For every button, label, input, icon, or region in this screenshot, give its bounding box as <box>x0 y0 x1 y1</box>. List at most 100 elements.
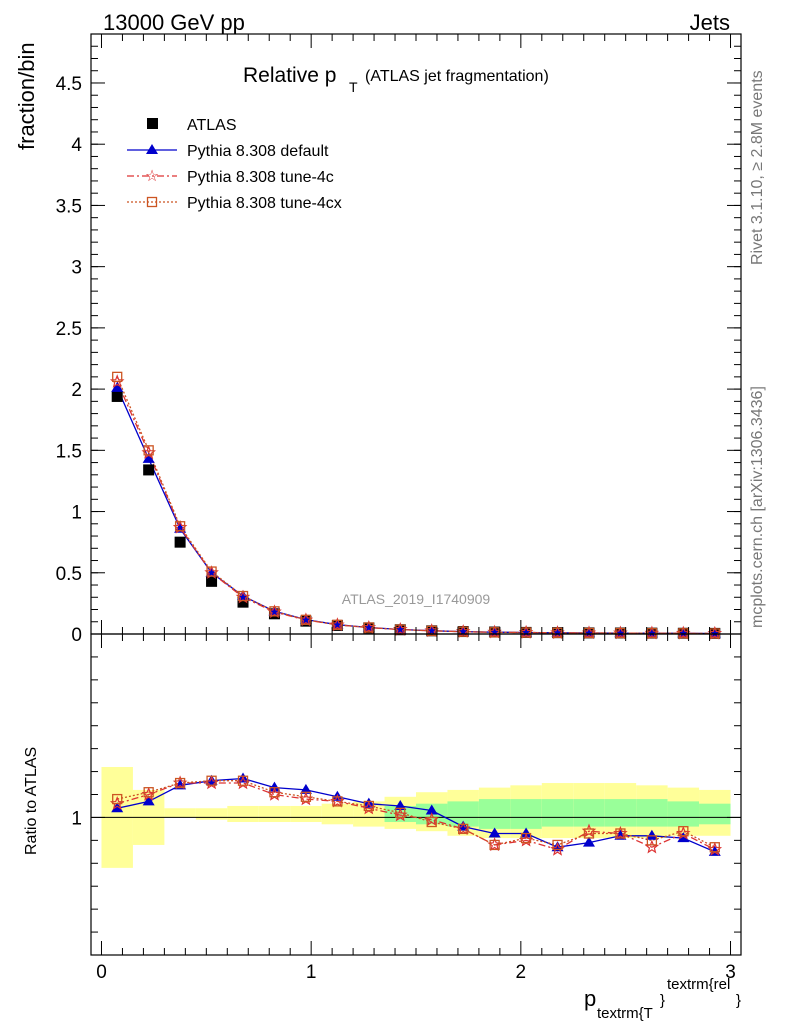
chart-title-rest: (ATLAS jet fragmentation) <box>365 68 549 85</box>
data-point-tune-4cx <box>646 628 658 639</box>
x-tick-label: 1 <box>306 962 317 983</box>
ratio-point-default <box>111 802 124 813</box>
y-tick-label: 0 <box>71 625 82 646</box>
data-point-default <box>111 381 124 392</box>
data-point-tune-4cx <box>583 627 595 639</box>
ratio-band-stat <box>478 799 511 829</box>
ratio-band-stat <box>573 799 605 827</box>
y-tick-label: 4.5 <box>56 74 82 95</box>
ratio-point-default <box>645 829 658 840</box>
x-axis-label-subscript: textrm{T <box>597 1005 653 1022</box>
ratio-band-stat <box>541 799 574 827</box>
legend-entry-atlas: ATLAS <box>147 117 237 134</box>
ratio-point-default <box>425 804 438 815</box>
y-tick-label: 0.5 <box>56 564 82 585</box>
ratio-point-tune-4cx <box>395 807 406 818</box>
ratio-point-default <box>142 795 155 806</box>
data-point-atlas <box>237 596 249 608</box>
ratio-point-tune-4cx <box>206 775 217 786</box>
ratio-point-tune-4cx <box>615 828 626 839</box>
y-tick-label: 4 <box>71 135 82 156</box>
ratio-point-tune-4cx <box>363 800 374 812</box>
chart-title-main: Relative p <box>243 64 336 87</box>
data-point-tune-4cx <box>332 619 343 630</box>
ratio-point-tune-4cx <box>646 835 658 846</box>
analysis-watermark: ATLAS_2019_I1740909 <box>342 591 491 607</box>
legend-entry-tune-4c: ☆ Pythia 8.308 tune-4c <box>127 166 334 186</box>
ratio-point-tune-4cx <box>174 777 186 789</box>
ratio-point-tune-4cx <box>237 775 249 786</box>
y-tick-label: 3.5 <box>56 196 82 217</box>
x-axis-label-superscript-close: } <box>736 992 741 1009</box>
legend-entry-default: Pythia 8.308 default <box>127 143 329 160</box>
ratio-band-total <box>164 808 196 818</box>
ratio-band-stat <box>699 803 731 825</box>
legend-label-tune-4cx: Pythia 8.308 tune-4cx <box>187 195 342 212</box>
x-axis-label-main: p <box>584 986 596 1011</box>
ratio-point-tune-4cx <box>269 787 280 798</box>
ratio-band-stat <box>384 805 416 823</box>
data-point-tune-4cx <box>520 627 532 638</box>
data-point-tune-4cx <box>112 371 123 383</box>
header-energy-label: 13000 GeV pp <box>103 10 245 35</box>
legend-marker-default <box>146 144 158 154</box>
rivet-version-label: Rivet 3.1.10, ≥ 2.8M events <box>749 70 766 265</box>
data-point-tune-4cx <box>615 627 626 639</box>
data-point-tune-4cx <box>552 627 563 638</box>
data-point-atlas <box>174 536 186 548</box>
ratio-point-default <box>394 799 407 810</box>
data-point-tune-4cx <box>237 590 249 602</box>
ratio-point-tune-4cx <box>332 796 343 807</box>
ratio-point-tune-4cx <box>678 826 689 837</box>
y-axis-label: fraction/bin <box>14 42 39 150</box>
chart-title: Relative p T (ATLAS jet fragmentation) <box>243 64 549 95</box>
ratio-band-total <box>321 803 354 825</box>
x-axis-label: p textrm{T } textrm{rel } <box>584 976 741 1022</box>
y-tick-label: 3 <box>71 258 82 279</box>
data-point-tune-4cx <box>269 606 280 617</box>
ratio-y-axis-label: Ratio to ATLAS <box>23 747 40 855</box>
data-point-tune-4cx <box>678 628 689 639</box>
data-point-tune-4cx <box>143 445 154 456</box>
ratio-point-tune-4cx <box>300 791 312 802</box>
ratio-point-tune-4cx <box>552 839 563 851</box>
y-tick-label: 2.5 <box>56 319 82 340</box>
legend-label-atlas: ATLAS <box>187 117 237 134</box>
x-tick-label: 2 <box>516 962 527 983</box>
chart-title-subscript: T <box>349 79 358 95</box>
ratio-point-tune-4cx <box>458 823 469 835</box>
y-tick-label: 1 <box>71 503 82 524</box>
legend-marker-tune-4cx <box>146 196 158 208</box>
ratio-point-tune-4cx <box>112 793 123 805</box>
data-point-tune-4cx <box>426 625 437 636</box>
legend-label-tune-4c: Pythia 8.308 tune-4c <box>187 169 334 186</box>
data-point-tune-4cx <box>363 622 374 633</box>
ratio-band-total <box>258 805 291 823</box>
ratio-uncertainty-bands <box>91 766 741 868</box>
data-point-atlas <box>143 464 155 476</box>
y-tick-label: 1.5 <box>56 441 82 462</box>
data-point-tune-4cx <box>458 626 469 637</box>
legend-entry-tune-4cx: Pythia 8.308 tune-4cx <box>127 195 342 212</box>
ratio-point-default <box>299 783 312 794</box>
data-point-atlas <box>206 575 218 587</box>
legend-marker-tune-4c: ☆ <box>145 166 159 185</box>
ratio-band-total <box>290 805 322 823</box>
ratio-point-tune-4cx <box>426 816 437 828</box>
legend: ATLAS Pythia 8.308 default ☆ Pythia 8.30… <box>127 117 342 212</box>
header-process-label: Jets <box>690 10 730 35</box>
ratio-band-stat <box>667 801 700 827</box>
data-point-tune-4cx <box>300 614 312 625</box>
ratio-point-default <box>582 836 595 847</box>
x-axis-label-superscript: textrm{rel <box>667 976 730 993</box>
x-axis-label-subscript-close: } <box>660 992 665 1009</box>
legend-marker-atlas <box>147 118 158 129</box>
ratio-band-total <box>227 805 259 823</box>
ratio-point-default <box>488 827 501 838</box>
legend-label-default: Pythia 8.308 default <box>187 143 329 160</box>
mcplots-reference-label: mcplots.cern.ch [arXiv:1306.3436] <box>749 386 766 628</box>
data-point-default <box>142 452 155 463</box>
ratio-band-stat <box>636 799 668 827</box>
ratio-tick-label: 1 <box>71 808 82 829</box>
